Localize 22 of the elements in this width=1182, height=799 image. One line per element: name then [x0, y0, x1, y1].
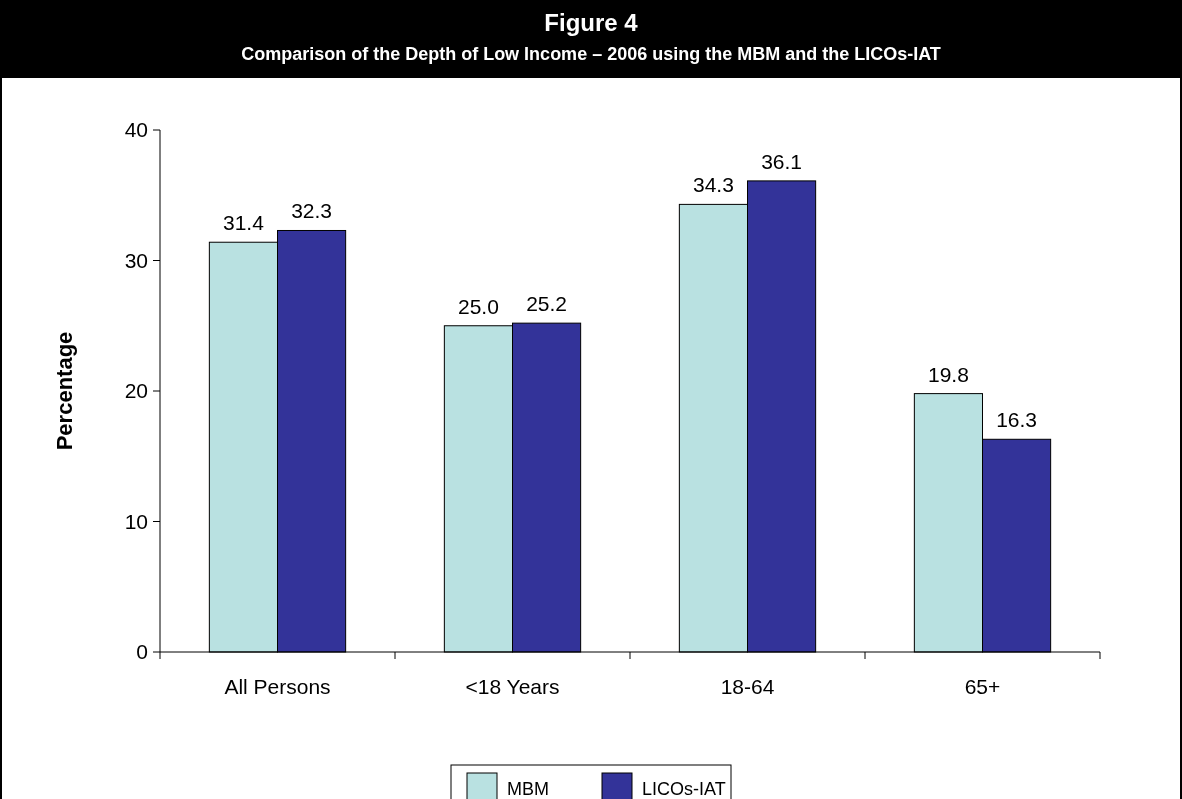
x-tick-label: <18 Years: [465, 675, 560, 698]
text: 25.0: [457, 294, 499, 318]
y-tick-label: 20: [124, 379, 148, 402]
text: 34.3: [692, 173, 734, 197]
y-axis-title: Percentage: [52, 331, 77, 451]
text: 36.1: [761, 149, 803, 173]
text: 31.4: [222, 211, 264, 235]
y-tick-label: 10: [124, 509, 148, 533]
chart-subtitle: Comparison of the Depth of Low Income – 2006 using the MBM and the LICOs-IAT: [241, 44, 941, 64]
legend-label: LICOs-IAT: [642, 779, 726, 799]
text: 32.3: [291, 199, 333, 223]
x-tick-label: 18-64: [720, 675, 775, 698]
legend-label: MBM: [507, 779, 549, 799]
x-tick-label: 65+: [964, 675, 1001, 698]
y-tick-label: 30: [124, 248, 148, 272]
text: 19.8: [927, 362, 969, 386]
chart-title: Figure 4: [544, 9, 639, 36]
text: 16.3: [996, 408, 1038, 432]
y-tick-label: 0: [136, 640, 148, 663]
y-tick-label: 40: [124, 118, 148, 141]
x-tick-label: All Persons: [224, 675, 331, 698]
text: 25.2: [526, 292, 568, 316]
